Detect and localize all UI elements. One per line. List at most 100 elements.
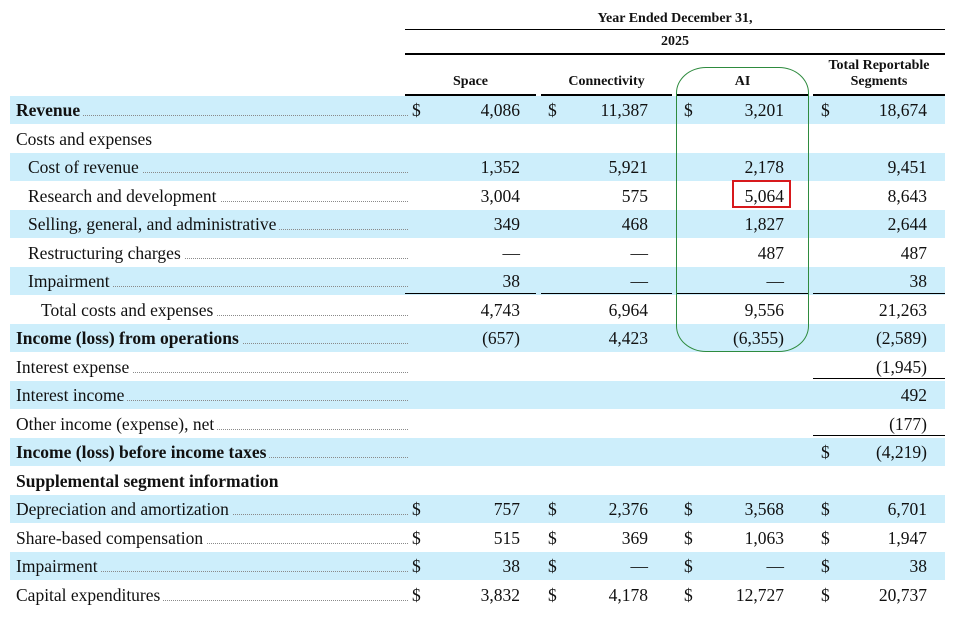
subtotal-rule-ai [677,293,808,294]
table-row: Interest expense (1,945) [10,353,945,381]
row-label: Cost of revenue [28,153,408,181]
dollar-sign: $ [412,556,421,576]
dollar-sign: $ [821,556,830,576]
row-label-text: Depreciation and amortization [16,499,232,519]
dollar-sign: $ [821,442,830,462]
table-row: Selling, general, and administrative 349 4… [10,210,945,238]
value-cell: 515 [493,527,520,548]
value-cell: 487 [900,242,927,263]
value-cell: 1,063 [744,527,784,548]
value-cell: 21,263 [878,299,927,320]
row-label: Supplemental segment information [16,467,408,495]
dollar-sign: $ [548,100,557,120]
value-cell: 3,832 [480,584,520,605]
row-label-text: Impairment [28,271,113,291]
row-label: Impairment [28,267,408,295]
total-rule-1 [813,378,945,379]
dollar-sign: $ [548,499,557,519]
value-cell: 757 [493,499,520,519]
value-cell: 12,727 [735,584,784,605]
value-cell: 1,947 [887,527,927,548]
row-label: Research and development [28,182,408,210]
value-cell: 369 [621,527,648,548]
dollar-sign: $ [412,584,421,605]
dollar-sign: $ [821,499,830,519]
row-label-text: Income (loss) from operations [16,328,242,348]
dollar-sign: $ [821,527,830,548]
table-row: Costs and expenses [10,125,945,153]
table-row: Income (loss) before income taxes $ (4,219… [10,438,945,466]
value-cell [410,125,520,153]
row-label: Income (loss) before income taxes [16,438,408,466]
value-cell: (2,589) [875,328,927,348]
value-cell: (177) [889,413,927,434]
dollar-sign: $ [412,100,421,120]
value-cell: 38 [502,271,521,291]
dollar-sign: $ [412,527,421,548]
row-label-text: Interest expense [16,356,133,377]
value-cell [410,381,520,409]
subtotal-rule-space [405,293,536,294]
row-label: Interest income [16,381,408,409]
value-cell: 8,643 [887,185,927,206]
value-cell [674,381,784,409]
value-cell: 492 [900,385,927,405]
table-row: Impairment 38 — — 38 [10,267,945,295]
table-row: Impairment $38 $ — $ — $38 [10,552,945,580]
value-cell: (6,355) [732,328,784,348]
row-label-text: Share-based compensation [16,527,207,548]
value-cell: 2,376 [608,499,648,519]
value-cell: 468 [621,214,648,234]
leader-dots [16,599,408,601]
value-cell [538,353,648,381]
row-label-text: Supplemental segment information [16,470,282,491]
value-cell: — [630,271,649,291]
value-cell: 3,004 [480,185,520,206]
row-label-text: Interest income [16,385,128,405]
table-row: Other income (expense), net (177) [10,410,945,438]
value-cell [538,467,648,495]
row-label-text: Impairment [16,556,101,576]
value-cell [538,410,648,438]
table-row: Interest income 492 [10,381,945,409]
col-rule-connectivity [541,94,672,96]
row-label: Costs and expenses [16,125,408,153]
dollar-sign: $ [548,527,557,548]
column-header-connectivity: Connectivity [568,74,645,89]
value-cell: 3,568 [744,499,784,519]
value-cell [674,438,784,466]
value-cell: — [502,242,521,263]
value-cell [817,125,927,153]
value-cell [538,438,648,466]
dollar-sign: $ [548,584,557,605]
row-label: Total costs and expenses [41,296,408,324]
value-cell: 4,086 [480,100,520,120]
row-label: Interest expense [16,353,408,381]
value-cell: — [630,242,649,263]
leader-dots [28,172,408,173]
year-header: 2025 [661,34,689,49]
col-rule-space [405,94,536,96]
value-cell: 2,178 [744,157,784,177]
dollar-sign: $ [412,499,421,519]
value-cell: — [630,556,649,576]
value-cell: 575 [621,185,648,206]
period-rule [405,29,945,30]
rd-ai-highlight [732,180,791,208]
table-row: Research and development 3,004 575 5,064 8,6… [10,182,945,210]
table-row: Restructuring charges — — 487 487 [10,239,945,267]
row-label: Income (loss) from operations [16,324,408,352]
dollar-sign: $ [684,584,693,605]
subtotal-rule-total [813,293,945,294]
value-cell [410,353,520,381]
value-cell: 3,201 [744,100,784,120]
value-cell: — [766,556,785,576]
row-label: Capital expenditures [16,581,408,609]
row-label: Restructuring charges [28,239,408,267]
leader-dots [16,371,408,373]
value-cell [410,410,520,438]
value-cell: 38 [909,556,928,576]
subtotal-rule-connectivity [541,293,672,294]
dollar-sign: $ [821,584,830,605]
value-cell [674,353,784,381]
